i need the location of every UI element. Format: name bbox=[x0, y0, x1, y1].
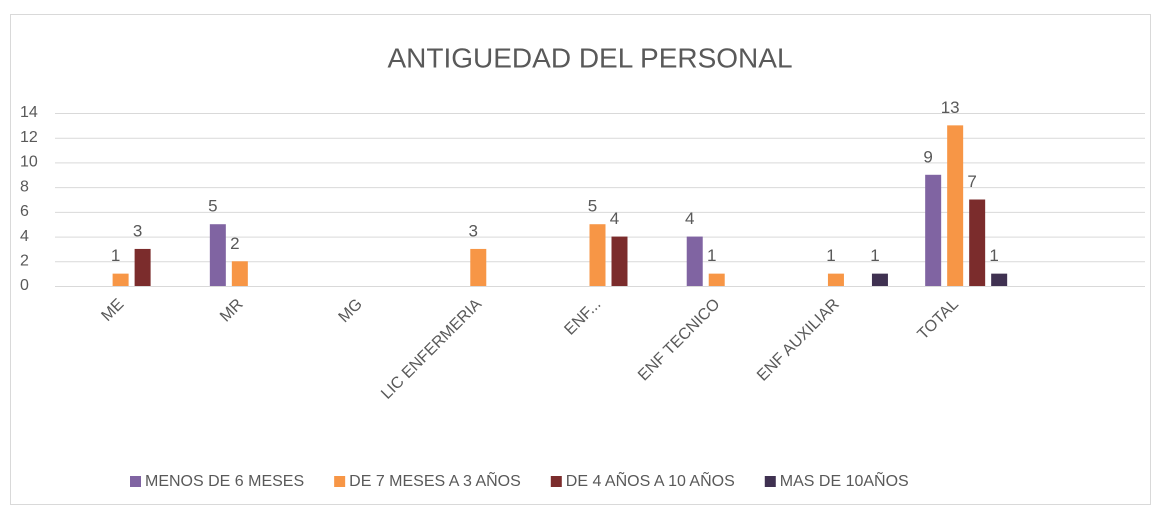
bar bbox=[231, 261, 248, 286]
data-label: 1 bbox=[989, 246, 998, 265]
data-label: 1 bbox=[707, 246, 716, 265]
bar bbox=[947, 125, 964, 286]
legend-swatch bbox=[130, 476, 141, 487]
bar bbox=[112, 273, 129, 286]
legend-label: DE 7 MESES A 3 AÑOS bbox=[349, 470, 521, 490]
legend-label: MENOS DE 6 MESES bbox=[145, 473, 304, 490]
legend-label: MAS DE 10AÑOS bbox=[780, 470, 909, 490]
bar bbox=[991, 273, 1008, 286]
data-label: 3 bbox=[469, 221, 478, 240]
bar bbox=[925, 174, 942, 286]
data-label: 9 bbox=[923, 147, 932, 166]
bar bbox=[686, 236, 703, 286]
y-tick-label: 2 bbox=[20, 253, 29, 270]
bar bbox=[209, 224, 226, 286]
data-label: 1 bbox=[870, 246, 879, 265]
y-tick-label: 4 bbox=[20, 228, 29, 245]
data-label: 5 bbox=[588, 197, 597, 216]
data-label: 1 bbox=[826, 246, 835, 265]
y-tick-label: 10 bbox=[20, 154, 38, 171]
data-label: 2 bbox=[230, 234, 239, 253]
data-label: 1 bbox=[111, 246, 120, 265]
data-label: 13 bbox=[941, 98, 960, 117]
data-label: 3 bbox=[133, 221, 142, 240]
bar bbox=[470, 248, 487, 286]
bar bbox=[708, 273, 725, 286]
y-tick-label: 12 bbox=[20, 129, 38, 146]
bar bbox=[871, 273, 888, 286]
legend-label: DE 4 AÑOS A 10 AÑOS bbox=[566, 470, 735, 490]
y-tick-label: 0 bbox=[20, 277, 29, 294]
bar bbox=[969, 199, 986, 286]
legend-swatch bbox=[334, 476, 346, 487]
legend-swatch bbox=[764, 476, 776, 487]
y-tick-label: 14 bbox=[20, 104, 38, 121]
data-label: 7 bbox=[967, 172, 976, 191]
bar bbox=[589, 224, 606, 286]
bar bbox=[134, 248, 151, 286]
y-tick-label: 6 bbox=[20, 203, 29, 220]
y-tick-label: 8 bbox=[20, 178, 29, 195]
chart-title: ANTIGUEDAD DEL PERSONAL bbox=[387, 42, 792, 73]
bar bbox=[827, 273, 844, 286]
data-label: 4 bbox=[610, 209, 619, 228]
data-label: 5 bbox=[208, 197, 217, 216]
legend-swatch bbox=[550, 476, 562, 487]
data-label: 4 bbox=[685, 209, 694, 228]
bar bbox=[611, 236, 628, 286]
